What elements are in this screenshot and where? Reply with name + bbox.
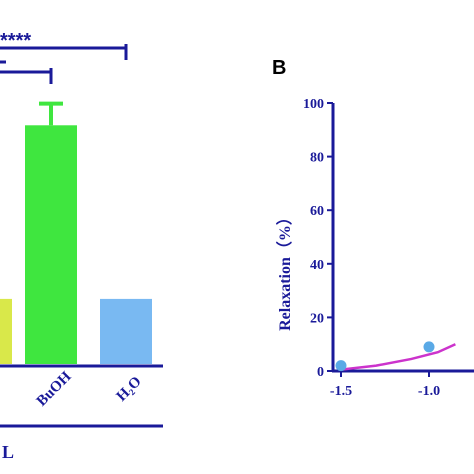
panel-a-bar-chart: **** L BuOH H₂O bbox=[0, 30, 163, 462]
panel-b-scatter-chart: B Relaxation（%） 0 20 40 60 80 100 -1.5 -1.0 bbox=[272, 57, 474, 399]
data-point bbox=[335, 360, 347, 372]
y-tick-label: 60 bbox=[310, 204, 324, 219]
y-tick-label: 80 bbox=[310, 151, 324, 166]
fit-curve bbox=[340, 343, 456, 371]
x-tick-label: H₂O bbox=[114, 374, 145, 405]
bar bbox=[100, 298, 152, 364]
y-tick-label: 20 bbox=[310, 311, 324, 326]
y-axis-label: Relaxation（%） bbox=[276, 209, 294, 331]
data-point bbox=[423, 341, 435, 353]
panel-label-b: B bbox=[272, 57, 286, 79]
x-axis-fragment-label: L bbox=[2, 442, 14, 462]
x-tick-label: -1.5 bbox=[330, 384, 352, 399]
x-tick-label: BuOH bbox=[34, 369, 75, 410]
x-tick-label: -1.0 bbox=[418, 384, 440, 399]
bar bbox=[25, 125, 77, 364]
significance-label: **** bbox=[0, 30, 31, 52]
y-tick-label: 100 bbox=[303, 97, 324, 112]
y-tick-label: 40 bbox=[310, 258, 324, 273]
y-tick-label: 0 bbox=[317, 365, 324, 380]
bar bbox=[0, 298, 12, 364]
